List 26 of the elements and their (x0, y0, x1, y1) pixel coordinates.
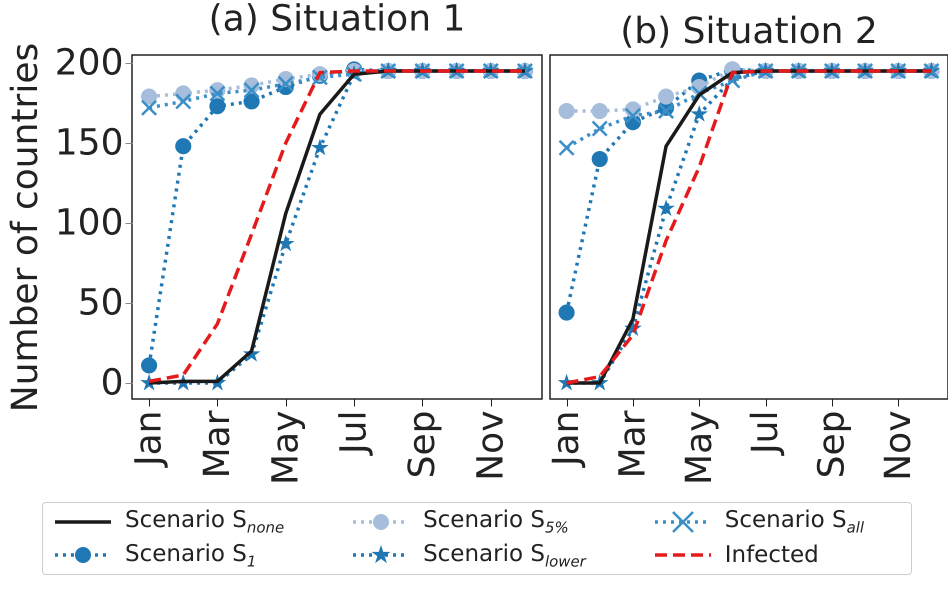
x-tick-label: Jan (546, 410, 588, 468)
y-axis-title: Number of countries (4, 42, 46, 412)
x-tick-label: May (265, 410, 306, 485)
legend-label: Scenario S$_{5%}$ (423, 507, 569, 537)
y-tick-label: 100 (54, 202, 124, 244)
y-tick-label: 0 (100, 362, 124, 404)
x-tick-label: Jul (745, 410, 786, 456)
legend-label: Scenario S$_{1}$ (125, 540, 256, 570)
x-tick-label: Mar (196, 410, 238, 478)
x-tick-label: Mar (612, 410, 654, 478)
legend-label: Infected (724, 542, 819, 568)
y-tick-label: 200 (54, 42, 124, 84)
chart-title: (b) Situation 2 (620, 11, 878, 52)
x-tick-label: Nov (878, 410, 919, 481)
x-tick-label: Jan (128, 410, 170, 468)
y-tick-label: 150 (54, 122, 124, 164)
chart-title: (a) Situation 1 (208, 0, 466, 40)
x-tick-label: Jul (334, 410, 375, 456)
y-tick-label: 50 (78, 282, 124, 324)
legend-label: Scenario S$_{all}$ (724, 507, 864, 537)
legend-label: Scenario S$_{none}$ (125, 507, 284, 537)
x-tick-label: May (678, 410, 720, 485)
x-tick-label: Sep (402, 410, 443, 478)
x-tick-label: Sep (811, 410, 852, 478)
legend-label: Scenario S$_{lower}$ (423, 540, 586, 570)
x-tick-label: Nov (470, 410, 512, 481)
